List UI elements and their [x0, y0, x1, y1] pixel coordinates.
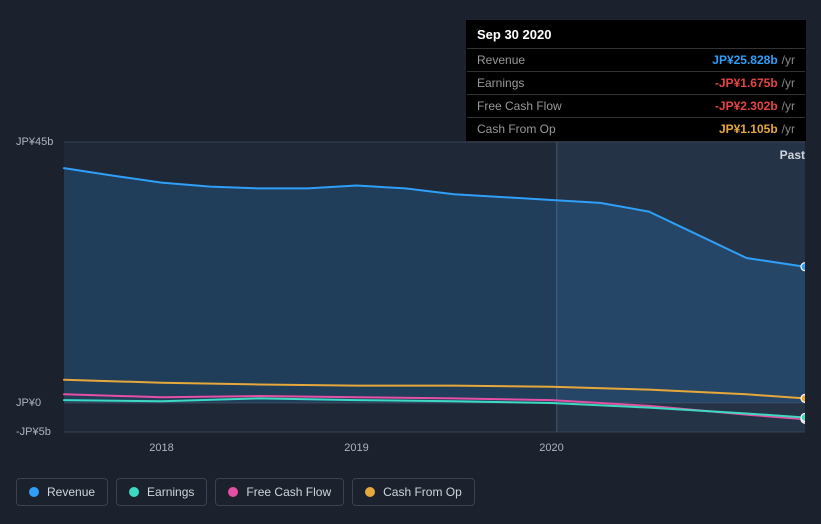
tooltip-row: Earnings-JP¥1.675b/yr: [467, 71, 805, 94]
y-axis-label: -JP¥5b: [16, 426, 51, 438]
chart-tooltip: Sep 30 2020 RevenueJP¥25.828b/yrEarnings…: [466, 20, 806, 141]
legend-item-revenue[interactable]: Revenue: [16, 478, 108, 506]
tooltip-unit: /yr: [782, 53, 795, 67]
tooltip-label: Earnings: [477, 76, 715, 90]
tooltip-unit: /yr: [782, 122, 795, 136]
tooltip-row: Cash From OpJP¥1.105b/yr: [467, 117, 805, 140]
tooltip-value: -JP¥1.675b: [715, 76, 778, 90]
legend-label: Cash From Op: [383, 485, 462, 499]
legend-dot: [228, 487, 238, 497]
legend-label: Earnings: [147, 485, 194, 499]
tooltip-row: Free Cash Flow-JP¥2.302b/yr: [467, 94, 805, 117]
tooltip-value: JP¥1.105b: [719, 122, 778, 136]
x-axis-label: 2020: [539, 442, 563, 454]
x-axis-label: 2019: [344, 442, 368, 454]
legend-item-cash-from-op[interactable]: Cash From Op: [352, 478, 475, 506]
tooltip-value: -JP¥2.302b: [715, 99, 778, 113]
past-label: Past: [780, 148, 805, 162]
tooltip-unit: /yr: [782, 76, 795, 90]
legend-dot: [129, 487, 139, 497]
tooltip-value: JP¥25.828b: [712, 53, 777, 67]
y-axis-label: JP¥45b: [16, 136, 53, 148]
legend-dot: [365, 487, 375, 497]
x-axis-label: 2018: [149, 442, 173, 454]
tooltip-date: Sep 30 2020: [467, 21, 805, 48]
legend-label: Revenue: [47, 485, 95, 499]
y-axis-label: JP¥0: [16, 397, 41, 409]
legend-label: Free Cash Flow: [246, 485, 331, 499]
tooltip-row: RevenueJP¥25.828b/yr: [467, 48, 805, 71]
tooltip-label: Free Cash Flow: [477, 99, 715, 113]
chart-legend: Revenue Earnings Free Cash Flow Cash From O…: [16, 478, 475, 506]
legend-dot: [29, 487, 39, 497]
financials-chart: [16, 120, 805, 464]
tooltip-unit: /yr: [782, 99, 795, 113]
legend-item-free-cash-flow[interactable]: Free Cash Flow: [215, 478, 344, 506]
legend-item-earnings[interactable]: Earnings: [116, 478, 207, 506]
tooltip-label: Revenue: [477, 53, 712, 67]
tooltip-label: Cash From Op: [477, 122, 719, 136]
chart-area: JP¥45b JP¥0 -JP¥5b 2018 2019 2020 Past: [16, 120, 805, 464]
